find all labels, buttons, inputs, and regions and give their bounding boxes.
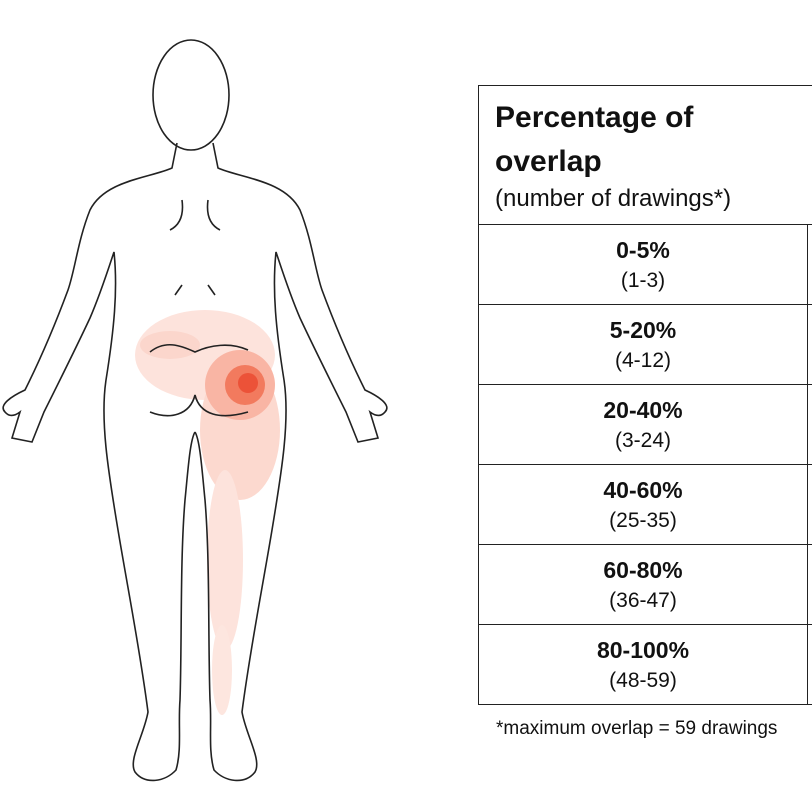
count-label: (3-24) — [614, 428, 672, 452]
legend-row: 80-100% (48-59) — [478, 624, 812, 705]
label-cell: 5-20% (4-12) — [478, 304, 808, 385]
heat-area — [238, 373, 258, 393]
body-half — [2, 142, 196, 782]
swatch-cell — [807, 624, 812, 705]
legend-row: 20-40% (3-24) — [478, 384, 812, 465]
swatch-cell — [807, 464, 812, 545]
legend-row: 40-60% (25-35) — [478, 464, 812, 545]
legend-row: 60-80% (36-47) — [478, 544, 812, 625]
swatch-cell — [807, 544, 812, 625]
count-label: (36-47) — [609, 588, 677, 612]
label-cell: 0-5% (1-3) — [478, 224, 808, 305]
label-cell: 40-60% (25-35) — [478, 464, 808, 545]
range-label: 60-80% — [603, 556, 683, 583]
legend-row: 0-5% (1-3) — [478, 224, 812, 305]
count-label: (1-3) — [620, 268, 666, 292]
heat-area — [212, 625, 232, 715]
swatch-cell — [807, 384, 812, 465]
anatomy-lines — [149, 199, 249, 417]
swatch-cell — [807, 304, 812, 385]
footnote: *maximum overlap = 59 drawings — [496, 718, 778, 739]
count-label: (4-12) — [614, 348, 672, 372]
range-label: 80-100% — [596, 636, 690, 663]
header-cell: Percentage of overlap (number of drawing… — [478, 85, 812, 225]
range-label: 40-60% — [603, 476, 683, 503]
legend-subtitle: (number of drawings*) — [495, 185, 732, 212]
label-cell: 60-80% (36-47) — [478, 544, 808, 625]
head — [152, 39, 230, 151]
count-label: (48-59) — [609, 668, 677, 692]
range-label: 5-20% — [609, 316, 677, 343]
count-label: (25-35) — [609, 508, 677, 532]
heat-map — [135, 310, 280, 715]
legend-header: Percentage of overlap (number of drawing… — [478, 85, 812, 225]
body-half — [194, 142, 388, 782]
legend-table: Percentage of overlap (number of drawing… — [478, 85, 812, 705]
legend-row: 5-20% (4-12) — [478, 304, 812, 385]
range-label: 20-40% — [603, 396, 683, 423]
heat-area — [207, 470, 243, 650]
body-drawing — [2, 39, 388, 782]
label-cell: 20-40% (3-24) — [478, 384, 808, 465]
label-cell: 80-100% (48-59) — [478, 624, 808, 705]
swatch-cell — [807, 224, 812, 305]
legend-title: Percentage of overlap — [495, 101, 694, 178]
range-label: 0-5% — [616, 236, 670, 263]
outline — [2, 39, 388, 782]
